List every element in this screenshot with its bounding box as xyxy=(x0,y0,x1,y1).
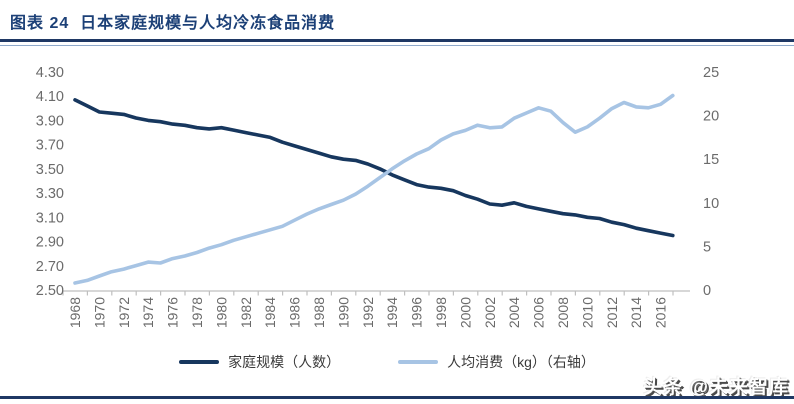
x-tick-label: 1974 xyxy=(140,297,156,328)
x-tick-label: 1994 xyxy=(384,297,400,328)
legend: 家庭规模（人数） 人均消费（kg）（右轴） xyxy=(0,352,774,372)
x-tick-label: 1990 xyxy=(335,297,351,328)
legend-item-household: 家庭规模（人数） xyxy=(179,352,340,372)
y-axis-right-label: 20 xyxy=(703,109,719,125)
y-axis-right-label: 5 xyxy=(703,239,711,255)
y-axis-left-label: 3.10 xyxy=(36,210,64,226)
x-tick-label: 1992 xyxy=(360,297,376,328)
x-tick-label: 2008 xyxy=(555,297,571,328)
x-tick-label: 1996 xyxy=(409,297,425,328)
x-tick-label: 2002 xyxy=(482,297,498,328)
y-axis-left-label: 2.70 xyxy=(36,259,64,275)
x-tick-label: 1972 xyxy=(116,297,132,328)
x-tick-label: 2006 xyxy=(531,297,547,328)
y-axis-left-label: 3.90 xyxy=(36,113,64,129)
line-chart: 1968 1970 1972 1974 1976 1978 1980 1982 1984 1986… xyxy=(36,65,719,328)
watermark: 头条 @未来智库 xyxy=(643,377,789,398)
x-tick-label: 1978 xyxy=(189,297,205,328)
chart-title: 图表 24 日本家庭规模与人均冷冻食品消费 xyxy=(10,15,336,32)
x-tick-label: 1980 xyxy=(213,297,229,328)
legend-label-consumption: 人均消费（kg）（右轴） xyxy=(447,354,595,370)
x-tick-label: 2014 xyxy=(628,297,644,328)
consumption-line xyxy=(73,93,675,285)
x-tick-label: 2000 xyxy=(457,297,473,328)
x-tick-label: 2012 xyxy=(604,297,620,328)
x-tick-label: 1970 xyxy=(91,297,107,328)
x-tick-label: 2004 xyxy=(506,297,522,328)
y-axis-right-label: 15 xyxy=(703,152,719,168)
legend-item-consumption: 人均消费（kg）（右轴） xyxy=(398,352,595,372)
x-tick-label: 1984 xyxy=(262,297,278,328)
household-line-swatch xyxy=(179,359,220,365)
x-tick-label: 1976 xyxy=(165,297,181,328)
household-line xyxy=(73,98,675,238)
y-axis-left-label: 4.30 xyxy=(36,65,64,81)
consumption-line-swatch xyxy=(398,359,439,365)
title-divider xyxy=(0,39,794,42)
x-tick-label: 1982 xyxy=(238,297,254,328)
legend-label-household: 家庭规模（人数） xyxy=(228,354,341,370)
y-axis-left-label: 3.70 xyxy=(36,138,64,154)
x-tick-label: 2010 xyxy=(579,297,595,328)
x-tick-label: 1988 xyxy=(311,297,327,328)
y-axis-right-label: 10 xyxy=(703,196,719,212)
x-tick-label: 2016 xyxy=(653,297,669,328)
title-divider-thin xyxy=(0,45,794,46)
y-axis-right-label: 25 xyxy=(703,65,719,81)
y-axis-left-label: 2.50 xyxy=(36,283,64,299)
x-tick-label: 1968 xyxy=(67,297,83,328)
bottom-divider xyxy=(0,396,794,399)
y-axis-left-label: 3.50 xyxy=(36,162,64,178)
y-axis-left-label: 4.10 xyxy=(36,89,64,105)
x-tick-label: 1986 xyxy=(287,297,303,328)
y-axis-right-label: 0 xyxy=(703,283,711,299)
x-tick-label: 1998 xyxy=(433,297,449,328)
y-axis-left-label: 3.30 xyxy=(36,186,64,202)
y-axis-left-label: 2.90 xyxy=(36,235,64,251)
